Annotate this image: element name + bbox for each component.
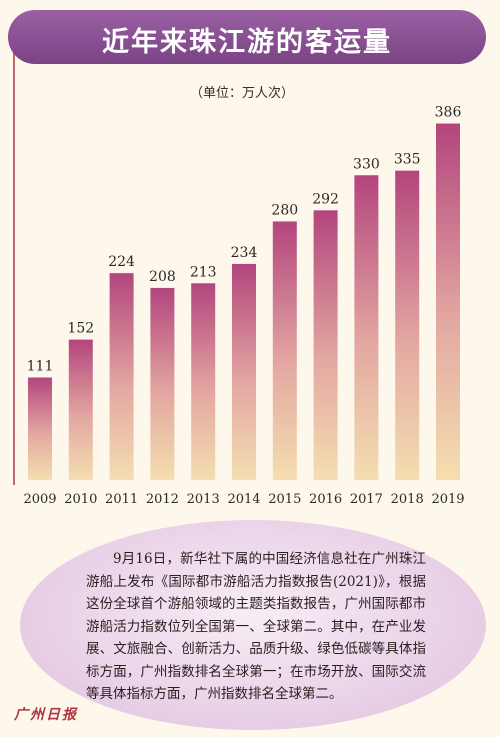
data-label-2013: 213 bbox=[190, 264, 217, 280]
data-label-2010: 152 bbox=[67, 321, 94, 337]
bar-2011 bbox=[109, 273, 134, 480]
x-tick-2012: 2012 bbox=[146, 492, 179, 507]
x-tick-2014: 2014 bbox=[227, 492, 260, 507]
data-label-2015: 280 bbox=[271, 202, 298, 218]
x-tick-2016: 2016 bbox=[309, 492, 342, 507]
bar-2012 bbox=[150, 287, 175, 480]
x-tick-2013: 2013 bbox=[187, 492, 220, 507]
x-tick-2018: 2018 bbox=[391, 492, 424, 507]
title-banner: 近年来珠江游的客运量 bbox=[8, 10, 486, 64]
data-label-2009: 111 bbox=[27, 358, 54, 374]
x-tick-2009: 2009 bbox=[23, 492, 56, 507]
newspaper-logo: 广州日报 bbox=[14, 707, 78, 723]
bar-2017 bbox=[354, 175, 379, 480]
x-tick-2019: 2019 bbox=[431, 492, 464, 507]
data-labels-layer: 111 152 224 208 213 234 280 292 330 335 386 bbox=[27, 105, 462, 375]
x-tick-2015: 2015 bbox=[268, 492, 301, 507]
unit-label: （单位：万人次） bbox=[190, 86, 295, 101]
data-label-2017: 330 bbox=[353, 156, 380, 172]
data-label-2019: 386 bbox=[435, 105, 462, 121]
x-tick-2017: 2017 bbox=[350, 492, 383, 507]
bar-2016 bbox=[313, 210, 338, 480]
x-tick-2010: 2010 bbox=[64, 492, 97, 507]
data-label-2018: 335 bbox=[394, 152, 421, 168]
data-label-2014: 234 bbox=[231, 245, 258, 261]
bar-2009 bbox=[28, 377, 52, 480]
bar-2015 bbox=[272, 221, 297, 480]
data-label-2012: 208 bbox=[149, 269, 176, 285]
bar-2010 bbox=[68, 339, 93, 480]
chart-title: 近年来珠江游的客运量 bbox=[102, 27, 392, 58]
note-panel bbox=[20, 520, 486, 730]
bar-2014 bbox=[232, 263, 256, 480]
bars-layer bbox=[28, 123, 460, 480]
data-label-2016: 292 bbox=[312, 191, 339, 207]
tick-labels-layer: 2009 2010 2011 2012 2013 2014 2015 2016 2017 2018… bbox=[23, 492, 464, 507]
note-text: 9月16日，新华社下属的中国经济信息社在广州珠江游船上发布《国际都市游船活力指数… bbox=[86, 551, 426, 702]
bar-2018 bbox=[395, 170, 420, 480]
bar-2019 bbox=[436, 123, 460, 480]
data-label-2011: 224 bbox=[108, 254, 135, 270]
x-tick-2011: 2011 bbox=[105, 492, 138, 507]
bar-2013 bbox=[191, 283, 216, 480]
